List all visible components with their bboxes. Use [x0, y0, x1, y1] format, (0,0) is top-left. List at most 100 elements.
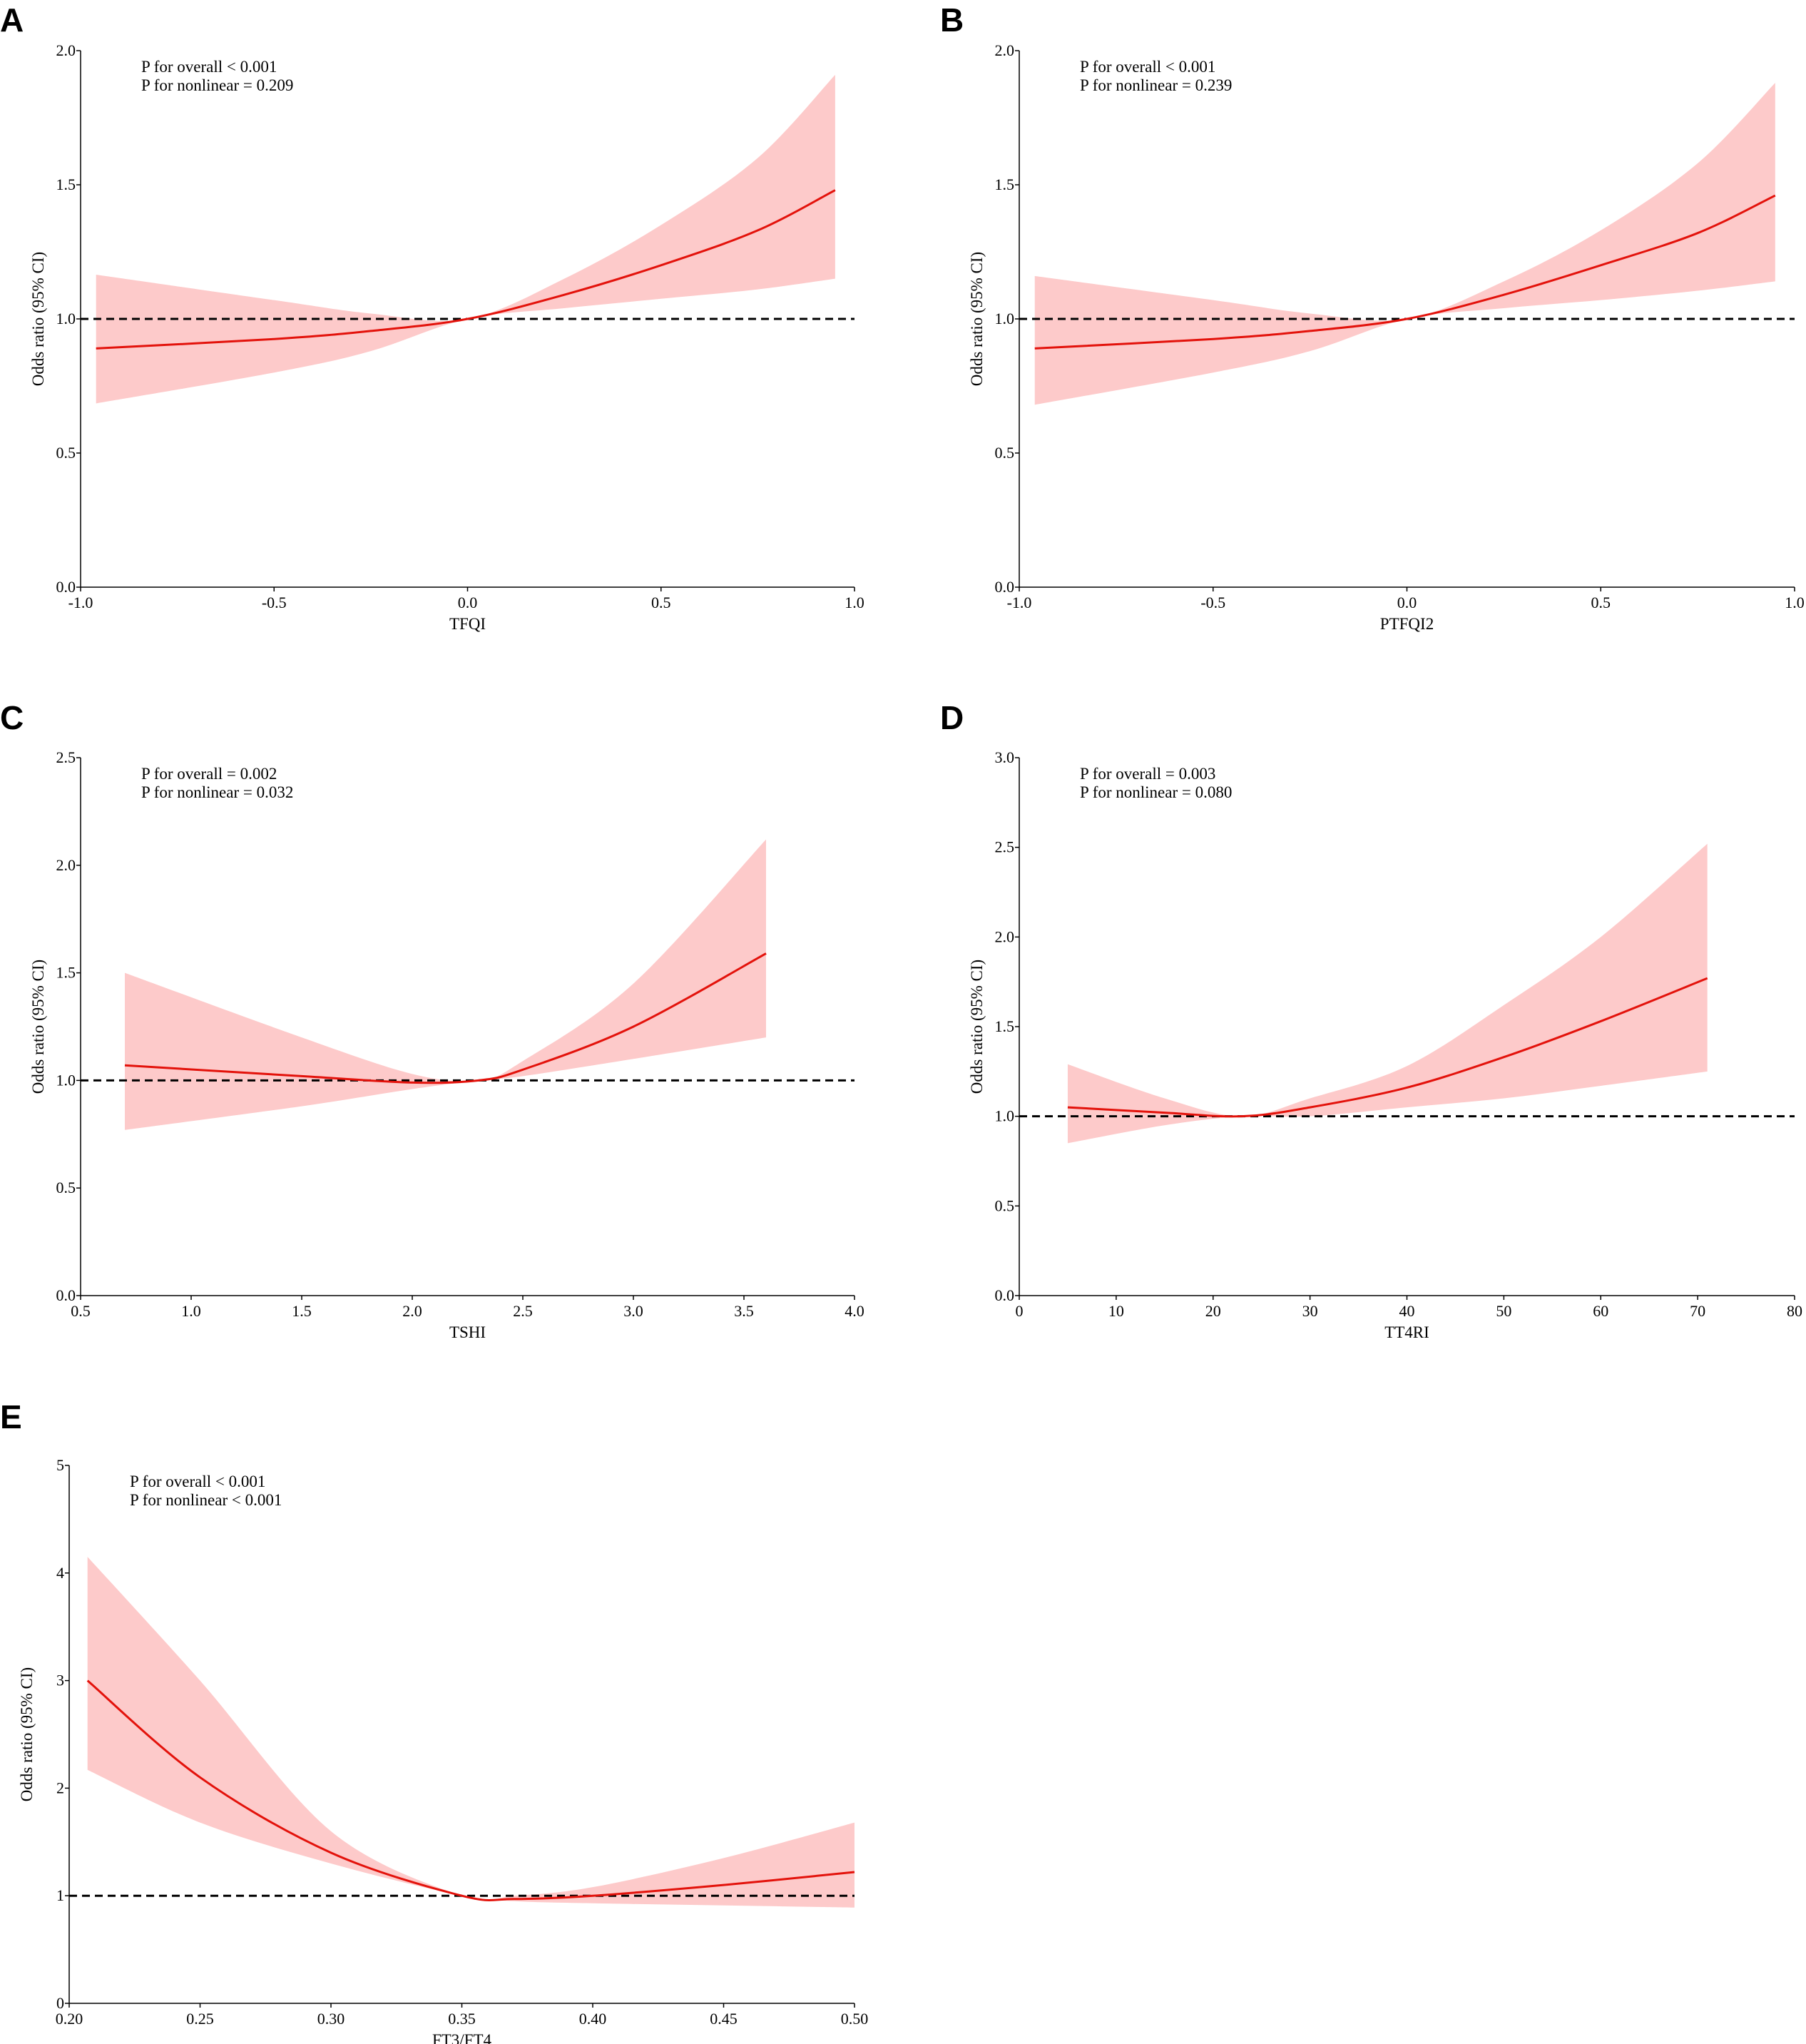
- x-tick-label: 60: [1593, 1302, 1608, 1320]
- p-value-annotation: P for overall = 0.002: [141, 765, 277, 783]
- y-tick-label: 1: [56, 1886, 64, 1904]
- y-tick-label: 0.5: [995, 444, 1015, 462]
- y-tick-label: 1.0: [995, 310, 1015, 327]
- p-value-annotation: P for nonlinear = 0.239: [1080, 76, 1232, 94]
- panel-d: D 0.0 0.5 1.0 1.5 2.0 2.5 3.0 0 10 20 30 40 50 60 70 80 T…: [940, 699, 1802, 1341]
- x-tick-label: 2.0: [402, 1302, 422, 1320]
- y-axis-label: Odds ratio (95% CI): [968, 960, 986, 1094]
- panel-letter: B: [940, 1, 964, 39]
- p-value-annotation: P for overall < 0.001: [141, 58, 277, 76]
- x-axis-label: PTFQI2: [1380, 615, 1434, 633]
- y-tick-label: 1.5: [995, 1017, 1015, 1035]
- y-tick-label: 0.0: [995, 578, 1015, 596]
- p-value-annotation: P for nonlinear = 0.209: [141, 76, 293, 94]
- x-tick-label: -1.0: [1007, 594, 1032, 611]
- ci-band: [1034, 83, 1775, 405]
- x-axis-label: TFQI: [449, 615, 486, 633]
- y-tick-label: 1.0: [56, 310, 76, 327]
- y-tick-label: 0.5: [56, 444, 76, 462]
- y-axis-label: Odds ratio (95% CI): [29, 960, 47, 1094]
- panel-letter: D: [940, 699, 964, 736]
- odds-ratio-line: [124, 952, 767, 1084]
- x-tick-label: 0.45: [710, 2010, 738, 2028]
- x-tick-label: 50: [1496, 1302, 1511, 1320]
- x-tick-label: 0.25: [186, 2010, 214, 2028]
- y-tick-label: 0.0: [995, 1286, 1015, 1304]
- y-axis-label: Odds ratio (95% CI): [18, 1667, 36, 1801]
- y-tick-label: 1.5: [56, 964, 76, 982]
- panel-letter: C: [0, 699, 24, 736]
- x-tick-label: 0.5: [1591, 594, 1611, 611]
- y-axis-label: Odds ratio (95% CI): [968, 252, 986, 386]
- ci-band: [87, 1557, 855, 1908]
- x-tick-label: 2.5: [513, 1302, 533, 1320]
- x-tick-label: -0.5: [1200, 594, 1225, 611]
- x-tick-label: 70: [1690, 1302, 1705, 1320]
- odds-ratio-line: [1034, 194, 1776, 350]
- y-axis-label: Odds ratio (95% CI): [29, 252, 47, 386]
- y-tick-label: 0: [56, 1994, 64, 2012]
- p-value-annotation: P for overall < 0.001: [130, 1473, 265, 1490]
- y-tick-label: 2.0: [995, 41, 1015, 59]
- x-tick-label: 20: [1205, 1302, 1221, 1320]
- p-value-annotation: P for nonlinear = 0.032: [141, 783, 293, 801]
- x-tick-label: 0.40: [579, 2010, 607, 2028]
- y-tick-label: 0.0: [56, 578, 76, 596]
- y-tick-label: 0.0: [56, 1286, 76, 1304]
- y-tick-label: 3.0: [995, 748, 1015, 766]
- x-tick-label: -0.5: [262, 594, 287, 611]
- y-tick-label: 2.5: [995, 838, 1015, 856]
- x-axis-label: FT3/FT4: [432, 2031, 492, 2044]
- panel-a: A 0.0 0.5 1.0 1.5 2.0 -1.0 -0.5 0.0 0.5 1.0 TFQI Odd…: [0, 1, 864, 633]
- odds-ratio-line: [86, 1679, 855, 1902]
- x-tick-label: 0.50: [841, 2010, 869, 2028]
- p-value-annotation: P for overall = 0.003: [1080, 765, 1215, 783]
- panel-e: E 0 1 2 3 4 5 0.20 0.25 0.30 0.35 0.40 0.45 0.50 FT3/F…: [0, 1398, 868, 2044]
- y-tick-label: 2.0: [995, 927, 1015, 945]
- x-tick-label: 0.0: [1397, 594, 1417, 611]
- y-tick-label: 4: [56, 1564, 64, 1582]
- x-tick-label: 80: [1787, 1302, 1802, 1320]
- y-tick-label: 0.5: [56, 1179, 76, 1196]
- y-tick-label: 1.0: [995, 1107, 1015, 1125]
- y-tick-label: 0.5: [995, 1196, 1015, 1214]
- x-tick-label: 30: [1302, 1302, 1318, 1320]
- y-tick-label: 3: [56, 1672, 64, 1689]
- x-tick-label: 40: [1399, 1302, 1415, 1320]
- y-tick-label: 1.0: [56, 1071, 76, 1089]
- y-tick-label: 2.5: [56, 748, 76, 766]
- x-tick-label: 3.5: [734, 1302, 754, 1320]
- x-tick-label: 4.0: [845, 1302, 864, 1320]
- p-value-annotation: P for nonlinear = 0.080: [1080, 783, 1232, 801]
- panel-b: B 0.0 0.5 1.0 1.5 2.0 -1.0 -0.5 0.0 0.5 1.0 PTFQI2 O…: [940, 1, 1805, 633]
- x-tick-label: 0.20: [56, 2010, 83, 2028]
- x-tick-label: 10: [1108, 1302, 1124, 1320]
- y-tick-label: 5: [56, 1456, 64, 1474]
- ci-band: [125, 839, 766, 1130]
- y-tick-label: 1.5: [995, 176, 1015, 193]
- panel-c: C0.00.51.01.52.02.50.5 1.0 1.5 2.0 2.5 3.0 3.5…: [0, 699, 864, 1341]
- y-tick-label: 2.0: [56, 856, 76, 874]
- x-tick-label: 1.5: [292, 1302, 312, 1320]
- x-tick-label: 0.5: [651, 594, 671, 611]
- x-tick-label: 1.0: [181, 1302, 201, 1320]
- x-tick-label: 0.5: [71, 1302, 91, 1320]
- x-tick-label: 0.35: [448, 2010, 476, 2028]
- odds-ratio-line: [1067, 977, 1708, 1118]
- x-tick-label: 1.0: [845, 594, 864, 611]
- ci-band: [1067, 843, 1708, 1144]
- x-tick-label: 0.0: [458, 594, 478, 611]
- x-tick-label: 0.30: [317, 2010, 345, 2028]
- odds-ratio-line: [96, 189, 836, 350]
- x-axis-label: TSHI: [449, 1323, 486, 1341]
- x-tick-label: -1.0: [68, 594, 93, 611]
- p-value-annotation: P for nonlinear < 0.001: [130, 1491, 282, 1509]
- x-axis-label: TT4RI: [1384, 1323, 1429, 1341]
- x-tick-label: 0: [1016, 1302, 1024, 1320]
- ci-band: [96, 74, 835, 404]
- x-tick-label: 3.0: [623, 1302, 643, 1320]
- y-tick-label: 2: [56, 1779, 64, 1796]
- panel-letter: A: [0, 1, 24, 39]
- x-tick-label: 1.0: [1785, 594, 1805, 611]
